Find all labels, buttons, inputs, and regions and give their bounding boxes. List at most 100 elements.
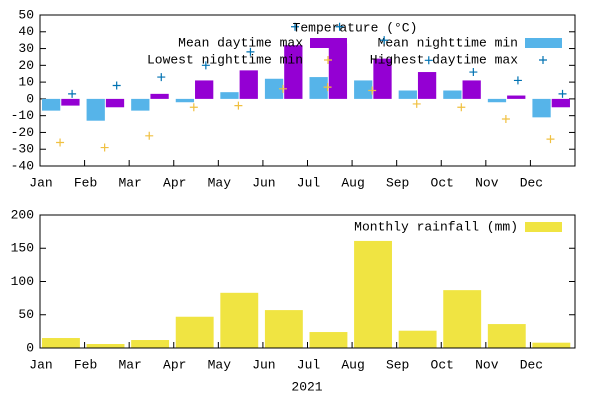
bar — [42, 338, 80, 348]
bar — [131, 98, 150, 111]
point — [56, 138, 65, 147]
y-tick-label: 30 — [18, 41, 34, 56]
point — [157, 73, 166, 82]
y-tick-label: -20 — [11, 125, 34, 140]
bar — [398, 90, 417, 99]
y-tick-label: 200 — [11, 207, 34, 222]
x-tick-label: May — [208, 175, 232, 190]
point — [457, 103, 466, 112]
x-tick-label: Feb — [74, 357, 97, 372]
x-tick-label: Nov — [475, 175, 499, 190]
x-tick-label: Oct — [431, 175, 454, 190]
y-tick-label: 50 — [18, 7, 34, 22]
bar — [264, 78, 284, 99]
x-tick-label: Aug — [341, 357, 364, 372]
bar — [354, 240, 392, 348]
x-tick-label: Jun — [252, 357, 275, 372]
bar — [487, 324, 526, 348]
bar — [507, 95, 526, 99]
point — [380, 36, 389, 45]
legend-label: Highest daytime max — [370, 52, 518, 67]
x-tick-label: Sep — [386, 357, 409, 372]
y-tick-label: 10 — [18, 75, 34, 90]
bar — [532, 342, 571, 348]
x-tick-label: Feb — [74, 175, 97, 190]
bar — [309, 332, 348, 348]
bar — [551, 98, 570, 108]
bar — [284, 45, 303, 99]
y-tick-label: 40 — [18, 24, 34, 39]
x-tick-label: Oct — [431, 357, 454, 372]
x-tick-label: Sep — [386, 175, 409, 190]
bar — [532, 98, 551, 118]
legend-label: Lowest nighttime min — [147, 52, 303, 67]
point — [291, 22, 300, 31]
x-tick-label: Jun — [252, 175, 275, 190]
point — [469, 68, 478, 77]
point — [112, 81, 121, 90]
point — [278, 84, 287, 93]
x-tick-label: Mar — [118, 357, 141, 372]
legend-label: Monthly rainfall (mm) — [354, 219, 518, 234]
x-tick-label: Aug — [341, 175, 364, 190]
legend-swatch — [310, 38, 347, 48]
bar — [105, 98, 125, 108]
bar — [309, 77, 328, 99]
bar — [42, 98, 61, 111]
bar — [175, 98, 195, 103]
x-tick-label: Nov — [475, 357, 499, 372]
y-tick-label: -30 — [11, 142, 34, 157]
y-tick-label: 0 — [26, 340, 34, 355]
x-tick-label: Apr — [163, 357, 186, 372]
x-tick-label: Jan — [29, 357, 52, 372]
bar — [462, 80, 481, 99]
point — [234, 101, 243, 110]
plot-frame — [39, 14, 576, 167]
y-tick-label: 100 — [11, 274, 34, 289]
bar — [373, 58, 392, 99]
x-tick-label: Dec — [520, 357, 543, 372]
legend-title: Temperature (°C) — [293, 20, 418, 35]
bar — [264, 310, 303, 348]
legend-label: Mean nighttime min — [378, 35, 518, 50]
bar — [131, 340, 170, 348]
point — [323, 83, 332, 92]
x-tick-label: Jul — [297, 357, 321, 372]
bar — [150, 93, 169, 99]
point — [246, 47, 255, 56]
y-tick-label: 0 — [26, 91, 34, 106]
bar — [443, 90, 462, 99]
y-tick-label: 150 — [11, 241, 34, 256]
x-tick-label: Jul — [297, 175, 321, 190]
point — [368, 86, 377, 95]
bar — [398, 330, 437, 348]
x-tick-label: Mar — [118, 175, 141, 190]
x-tick-label: Dec — [520, 175, 543, 190]
bar — [239, 70, 258, 99]
legend-swatch — [539, 56, 547, 64]
y-tick-label: 50 — [18, 307, 34, 322]
bar — [195, 80, 214, 99]
point — [189, 103, 198, 112]
y-tick-label: -10 — [11, 108, 34, 123]
legend-swatch — [525, 222, 562, 232]
point — [68, 89, 77, 98]
legend-swatch — [525, 38, 562, 48]
bar — [354, 80, 373, 99]
point — [100, 143, 109, 152]
bar — [175, 316, 214, 348]
plot-frame — [39, 214, 576, 349]
point — [546, 135, 555, 144]
bar — [487, 98, 507, 103]
bar — [61, 98, 80, 106]
point — [145, 131, 154, 140]
x-tick-label: Apr — [163, 175, 186, 190]
x-tick-label: Jan — [29, 175, 52, 190]
bar — [443, 290, 482, 348]
y-tick-label: -40 — [11, 158, 34, 173]
point — [501, 115, 510, 124]
point — [201, 61, 210, 70]
bar — [220, 92, 239, 99]
bar — [86, 344, 125, 348]
